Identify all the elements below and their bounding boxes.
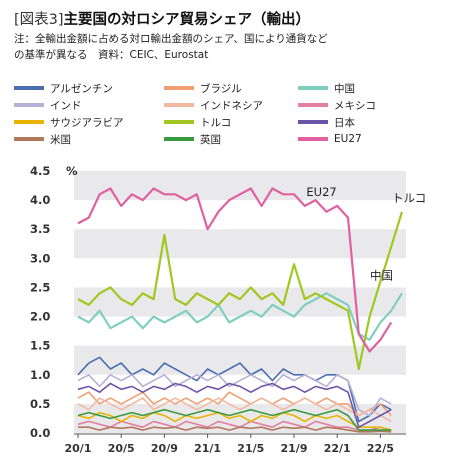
y-tick-label: 3.5 <box>30 222 50 236</box>
series-line <box>77 391 392 417</box>
series-line <box>77 420 392 431</box>
legend-item: 中国 <box>298 80 355 96</box>
x-tick-label: 21/5 <box>237 442 264 455</box>
x-tick-label: 22/1 <box>324 442 351 455</box>
x-tick-label: 21/1 <box>194 442 221 455</box>
y-tick-label: 2.5 <box>30 280 50 294</box>
chart-title: [図表3]主要国の対ロシア貿易シェア（輸出） <box>14 8 310 29</box>
legend-swatch <box>164 120 194 124</box>
legend-label: 中国 <box>334 82 355 95</box>
legend-item: インド <box>14 97 82 113</box>
legend-swatch <box>14 120 44 124</box>
series-line <box>77 408 392 431</box>
figure-title: 主要国の対ロシア貿易シェア（輸出） <box>63 12 311 28</box>
x-tick-label: 20/1 <box>65 442 92 455</box>
y-tick-label: 1.0 <box>30 368 50 382</box>
legend-swatch <box>298 120 328 124</box>
legend-label: 英国 <box>200 133 221 146</box>
grid-band <box>74 229 406 259</box>
series-line <box>77 292 403 341</box>
note-line-2: の基準が異なる 資料：CEIC、Eurostat <box>14 49 209 61</box>
series-line <box>77 374 392 417</box>
line-chart: 4.5 4.0 3.5 3.0 2.5 2.0 1.5 1.0 0.5 0.0% 20/1 20/5 2… <box>30 164 426 455</box>
x-tick-label: 20/5 <box>108 442 135 455</box>
grid-band <box>74 345 406 375</box>
series-line <box>77 397 392 423</box>
series-annotation: EU27 <box>306 185 336 199</box>
legend-item: メキシコ <box>298 97 376 113</box>
y-tick-label: 0.5 <box>30 397 50 411</box>
legend-label: サウジアラビア <box>50 116 124 129</box>
note-line-1: 注：全輸出金額に占める対ロ輸出金額のシェア、国により通貨など <box>14 33 328 45</box>
legend-item: 英国 <box>164 131 221 147</box>
legend-swatch <box>164 86 194 90</box>
legend-item: ブラジル <box>164 80 242 96</box>
series-line <box>77 187 393 353</box>
legend-item: 米国 <box>14 131 71 147</box>
y-axis-unit: % <box>66 164 78 178</box>
series-line <box>77 211 404 371</box>
legend-label: アルゼンチン <box>50 82 113 95</box>
legend-label: EU27 <box>334 133 362 145</box>
legend-label: インド <box>50 99 82 112</box>
series-line <box>78 426 392 433</box>
series-annotation: 中国 <box>370 268 393 282</box>
grid-band <box>74 171 406 201</box>
legend-item: 日本 <box>298 114 355 130</box>
x-tick-label: 22/5 <box>367 442 394 455</box>
legend-label: 日本 <box>334 116 355 129</box>
y-tick-label: 2.0 <box>30 310 50 324</box>
series-line <box>77 411 392 431</box>
x-tick-label: 21/9 <box>281 442 308 455</box>
series-annotation: トルコ <box>392 191 426 205</box>
legend-swatch <box>298 86 328 90</box>
legend-item: EU27 <box>298 131 362 147</box>
legend-swatch <box>14 86 44 90</box>
y-tick-label: 4.0 <box>30 193 50 207</box>
legend-label: インドネシア <box>200 99 263 112</box>
x-tick-label: 20/9 <box>151 442 178 455</box>
legend-item: サウジアラビア <box>14 114 124 130</box>
legend-item: アルゼンチン <box>14 80 113 96</box>
legend-swatch <box>14 103 44 107</box>
y-tick-label: 0.0 <box>30 426 50 440</box>
y-tick-label: 3.0 <box>30 251 50 265</box>
legend-label: 米国 <box>50 133 71 146</box>
legend-label: トルコ <box>200 116 232 129</box>
legend-item: トルコ <box>164 114 231 130</box>
legend-swatch <box>164 137 194 141</box>
y-tick-label: 1.5 <box>30 339 50 353</box>
y-tick-label: 4.5 <box>30 164 50 178</box>
legend-swatch <box>14 137 44 141</box>
legend-swatch <box>298 103 328 107</box>
figure-tag: [図表3] <box>14 12 64 28</box>
legend-label: メキシコ <box>334 99 376 112</box>
legend-item: インドネシア <box>164 97 263 113</box>
series-line <box>77 382 392 428</box>
legend-swatch <box>298 137 328 141</box>
legend-swatch <box>164 103 194 107</box>
chart-legend: アルゼンチン ブラジル 中国インド インドネシア メキシコサウジアラビア トルコ 日本米国 英… <box>14 80 444 154</box>
legend-label: ブラジル <box>200 82 242 95</box>
